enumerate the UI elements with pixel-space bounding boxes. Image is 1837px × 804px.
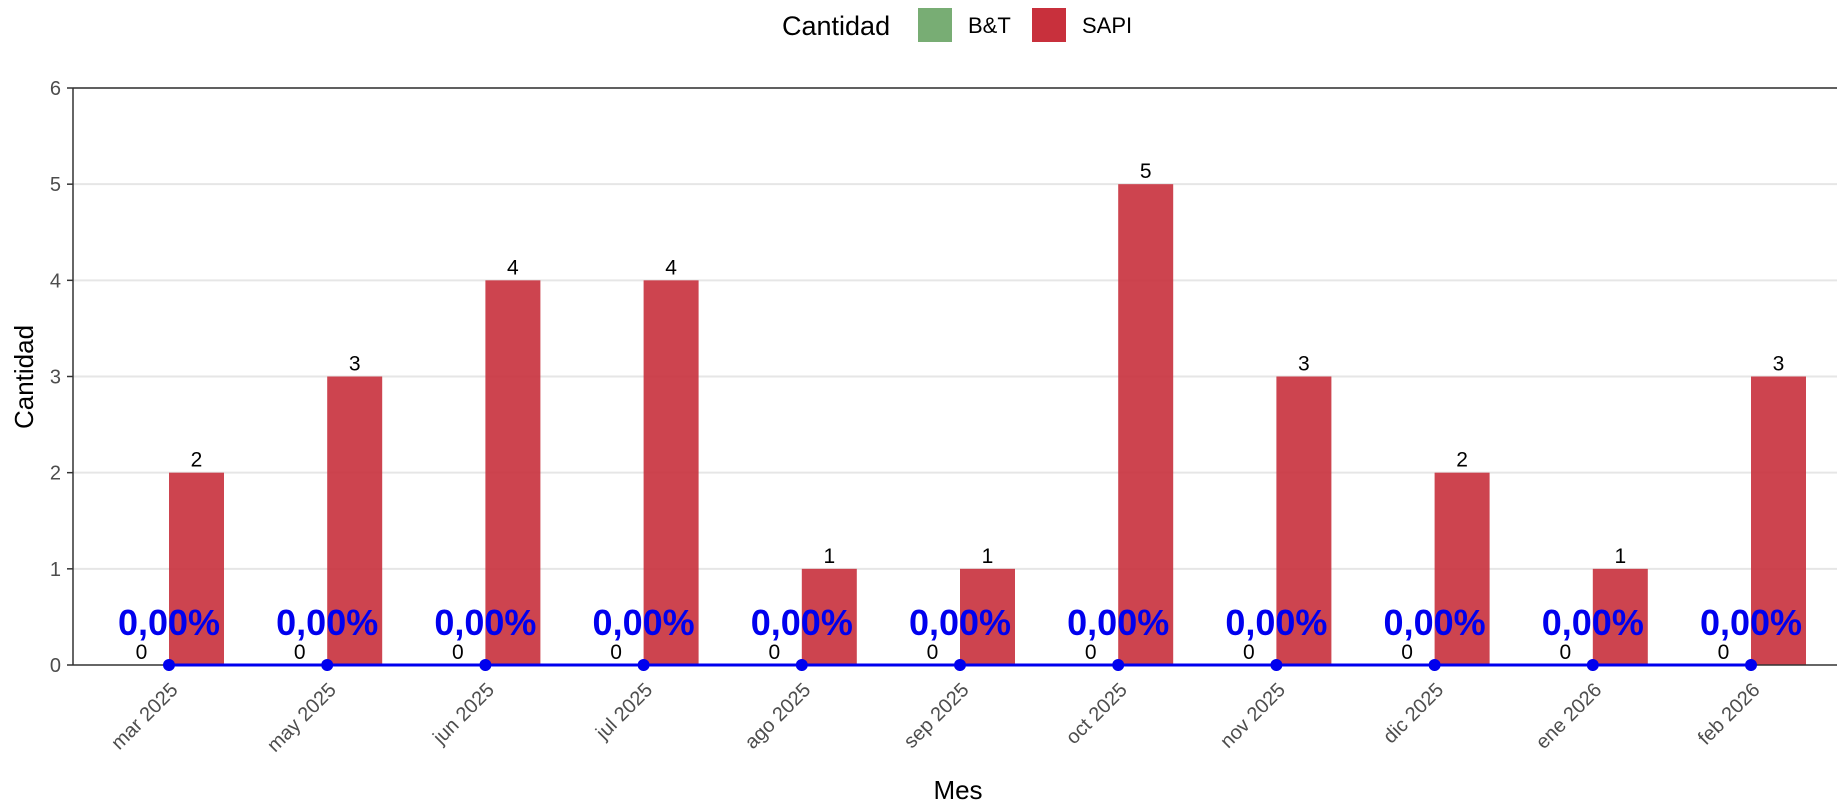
bar-label-sapi: 2 bbox=[191, 449, 203, 472]
percent-point bbox=[1112, 659, 1125, 671]
y-tick-label: 0 bbox=[50, 655, 61, 677]
bar-label-bt: 0 bbox=[1559, 641, 1571, 664]
bar-label-sapi: 4 bbox=[665, 256, 677, 279]
percent-point bbox=[1428, 659, 1441, 671]
x-tick-label: oct 2025 bbox=[1062, 679, 1132, 749]
x-tick-label: mar 2025 bbox=[107, 679, 182, 754]
percent-label: 0,00% bbox=[276, 602, 378, 643]
percent-label: 0,00% bbox=[1542, 602, 1644, 643]
x-tick-label: ago 2025 bbox=[741, 679, 816, 754]
x-axis-title: Mes bbox=[933, 775, 982, 804]
percent-point bbox=[321, 659, 334, 671]
legend-key-sapi bbox=[1032, 8, 1066, 42]
legend: Cantidad B&T SAPI bbox=[782, 8, 1132, 42]
percent-label: 0,00% bbox=[1067, 602, 1169, 643]
bar-label-bt: 0 bbox=[927, 641, 939, 664]
bar-sapi bbox=[960, 568, 1015, 665]
bar-label-bt: 0 bbox=[136, 641, 148, 664]
bar-label-sapi: 5 bbox=[1140, 160, 1152, 183]
legend-key-bt bbox=[918, 8, 952, 42]
bar-label-bt: 0 bbox=[452, 641, 464, 664]
percent-label: 0,00% bbox=[1700, 602, 1802, 643]
bar-sapi bbox=[1592, 568, 1648, 665]
y-tick-label: 5 bbox=[50, 174, 61, 196]
percent-line bbox=[163, 659, 1757, 671]
bar-label-sapi: 3 bbox=[1298, 353, 1310, 376]
bar-label-sapi: 1 bbox=[1614, 545, 1626, 568]
bars bbox=[169, 184, 1806, 665]
x-tick-label: ene 2026 bbox=[1532, 679, 1607, 754]
legend-label-bt: B&T bbox=[968, 13, 1011, 38]
bar-label-bt: 0 bbox=[768, 641, 780, 664]
bar-label-sapi: 2 bbox=[1456, 449, 1468, 472]
x-tick-label: sep 2025 bbox=[900, 679, 974, 753]
percent-point bbox=[795, 659, 808, 671]
y-axis-title: Cantidad bbox=[9, 325, 39, 429]
bar-label-bt: 0 bbox=[1085, 641, 1097, 664]
bar-sapi bbox=[1118, 184, 1174, 665]
bar-sapi bbox=[1751, 376, 1806, 665]
percent-label: 0,00% bbox=[1225, 602, 1327, 643]
y-tick-label: 3 bbox=[50, 367, 61, 389]
x-tick-label: dic 2025 bbox=[1379, 679, 1448, 748]
percent-point bbox=[954, 659, 966, 671]
percent-label: 0,00% bbox=[1384, 602, 1486, 643]
x-tick-label: nov 2025 bbox=[1216, 679, 1290, 753]
y-tick-label: 4 bbox=[50, 270, 61, 292]
bar-sapi bbox=[801, 568, 857, 665]
bar-label-sapi: 1 bbox=[982, 545, 994, 568]
bar-label-bt: 0 bbox=[1401, 641, 1413, 664]
bar-sapi bbox=[327, 376, 383, 665]
legend-title: Cantidad bbox=[782, 11, 890, 41]
percent-label: 0,00% bbox=[909, 602, 1011, 643]
x-tick-label: jun 2025 bbox=[428, 679, 499, 750]
x-tick-label: may 2025 bbox=[263, 679, 341, 757]
percent-label: 0,00% bbox=[593, 602, 695, 643]
bar-sapi bbox=[1434, 472, 1490, 665]
bar-sapi bbox=[485, 280, 541, 665]
percent-point bbox=[1270, 659, 1283, 671]
percent-label: 0,00% bbox=[434, 602, 536, 643]
percent-point bbox=[1586, 659, 1599, 671]
percent-label: 0,00% bbox=[118, 602, 220, 643]
bar-label-sapi: 1 bbox=[823, 545, 835, 568]
bar-label-sapi: 4 bbox=[507, 256, 519, 279]
bar-sapi bbox=[1276, 376, 1332, 665]
bar-label-bt: 0 bbox=[610, 641, 622, 664]
bar-label-bt: 0 bbox=[1718, 641, 1730, 664]
percent-point bbox=[163, 659, 175, 671]
legend-label-sapi: SAPI bbox=[1082, 13, 1132, 38]
bar-sapi bbox=[169, 472, 224, 665]
bar-label-sapi: 3 bbox=[349, 353, 361, 376]
bar-label-bt: 0 bbox=[294, 641, 306, 664]
percent-label: 0,00% bbox=[751, 602, 853, 643]
bar-label-bt: 0 bbox=[1243, 641, 1255, 664]
percent-point bbox=[637, 659, 650, 671]
y-tick-label: 1 bbox=[50, 559, 61, 581]
percent-point bbox=[1745, 659, 1757, 671]
percent-point bbox=[479, 659, 492, 671]
y-tick-label: 6 bbox=[50, 78, 61, 100]
x-tick-label: feb 2026 bbox=[1694, 679, 1765, 750]
x-tick-label: jul 2025 bbox=[591, 679, 657, 745]
y-tick-label: 2 bbox=[50, 463, 61, 485]
bar-sapi bbox=[643, 280, 699, 665]
bar-label-sapi: 3 bbox=[1773, 353, 1785, 376]
